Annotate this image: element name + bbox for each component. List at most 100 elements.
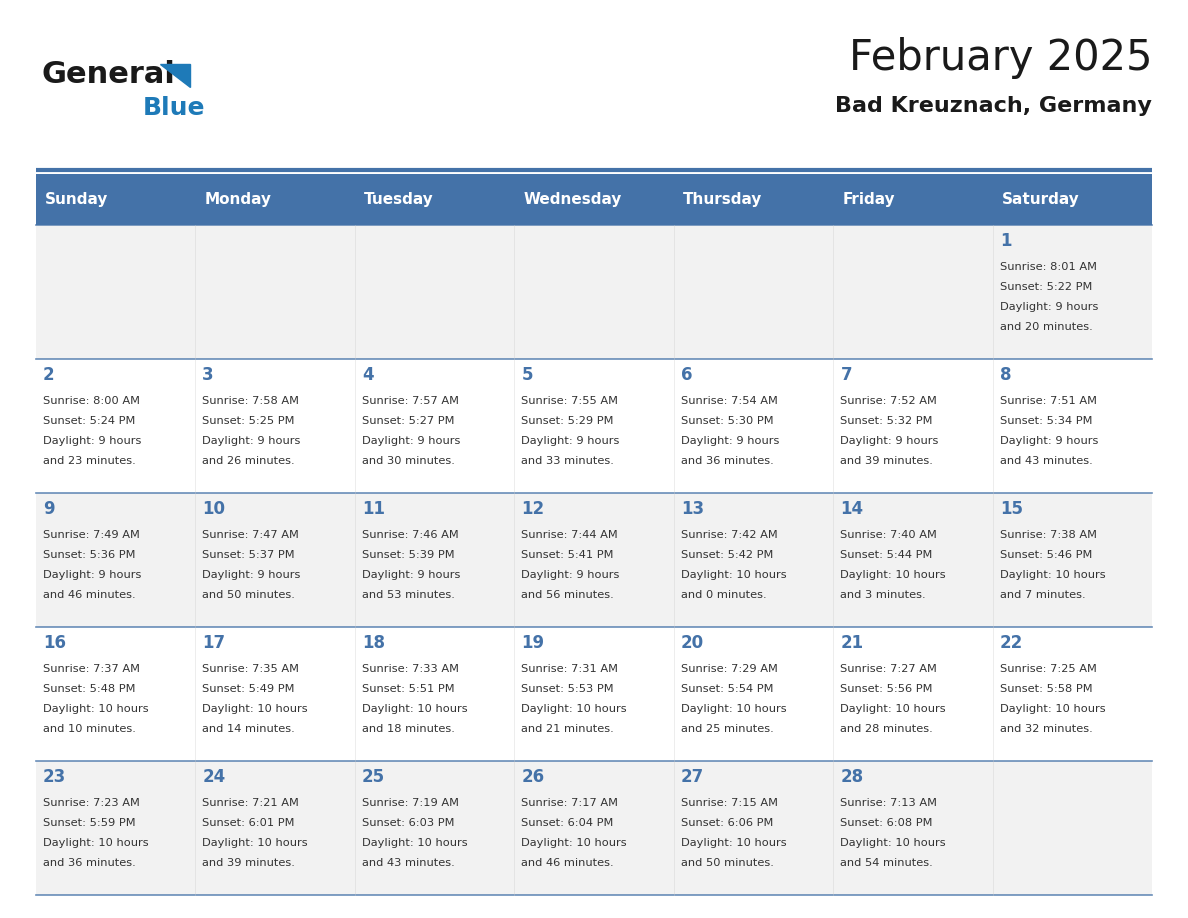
Text: Sunrise: 7:23 AM: Sunrise: 7:23 AM (43, 798, 140, 808)
Text: 4: 4 (362, 366, 373, 385)
Bar (514, 761, 674, 895)
FancyBboxPatch shape (674, 174, 833, 225)
FancyBboxPatch shape (993, 174, 1152, 225)
Text: and 25 minutes.: and 25 minutes. (681, 724, 773, 734)
Text: Sunrise: 7:42 AM: Sunrise: 7:42 AM (681, 530, 778, 540)
Text: Daylight: 10 hours: Daylight: 10 hours (681, 838, 786, 848)
Text: Daylight: 10 hours: Daylight: 10 hours (522, 704, 627, 714)
Text: 17: 17 (202, 634, 226, 653)
Text: and 0 minutes.: and 0 minutes. (681, 590, 766, 600)
Text: and 43 minutes.: and 43 minutes. (362, 858, 455, 868)
Text: Sunrise: 7:33 AM: Sunrise: 7:33 AM (362, 664, 459, 674)
Text: Daylight: 9 hours: Daylight: 9 hours (1000, 302, 1099, 312)
Bar (993, 627, 1152, 761)
Text: 19: 19 (522, 634, 544, 653)
FancyBboxPatch shape (195, 174, 355, 225)
Bar (674, 493, 833, 627)
Text: 21: 21 (840, 634, 864, 653)
Bar (355, 493, 514, 627)
FancyBboxPatch shape (36, 174, 195, 225)
Text: Sunset: 5:29 PM: Sunset: 5:29 PM (522, 416, 614, 426)
Bar (195, 493, 355, 627)
Text: Sunrise: 7:51 AM: Sunrise: 7:51 AM (1000, 396, 1097, 406)
Text: Daylight: 9 hours: Daylight: 9 hours (202, 570, 301, 580)
Text: Sunrise: 7:27 AM: Sunrise: 7:27 AM (840, 664, 937, 674)
Text: and 3 minutes.: and 3 minutes. (840, 590, 927, 600)
Text: Sunrise: 7:19 AM: Sunrise: 7:19 AM (362, 798, 459, 808)
Text: Sunrise: 7:54 AM: Sunrise: 7:54 AM (681, 396, 778, 406)
Text: 15: 15 (1000, 500, 1023, 519)
Text: and 32 minutes.: and 32 minutes. (1000, 724, 1093, 734)
Text: Daylight: 10 hours: Daylight: 10 hours (362, 704, 467, 714)
FancyBboxPatch shape (355, 174, 514, 225)
Bar (993, 761, 1152, 895)
Text: Sunset: 5:42 PM: Sunset: 5:42 PM (681, 550, 773, 560)
Text: Sunrise: 7:17 AM: Sunrise: 7:17 AM (522, 798, 619, 808)
Text: 24: 24 (202, 768, 226, 787)
Bar (674, 761, 833, 895)
Text: 14: 14 (840, 500, 864, 519)
Text: Sunrise: 7:29 AM: Sunrise: 7:29 AM (681, 664, 778, 674)
Text: Sunset: 5:48 PM: Sunset: 5:48 PM (43, 684, 135, 694)
Text: Tuesday: Tuesday (365, 192, 434, 207)
Text: 26: 26 (522, 768, 544, 787)
Text: Sunrise: 7:15 AM: Sunrise: 7:15 AM (681, 798, 778, 808)
Text: 5: 5 (522, 366, 533, 385)
Text: 23: 23 (43, 768, 67, 787)
Bar (514, 225, 674, 359)
Text: Sunrise: 7:25 AM: Sunrise: 7:25 AM (1000, 664, 1097, 674)
Text: and 43 minutes.: and 43 minutes. (1000, 456, 1093, 466)
Bar (355, 359, 514, 493)
Text: General: General (42, 60, 176, 89)
Text: 12: 12 (522, 500, 544, 519)
Text: Sunrise: 8:01 AM: Sunrise: 8:01 AM (1000, 262, 1097, 272)
Bar (514, 627, 674, 761)
Bar (514, 359, 674, 493)
Text: Sunset: 6:01 PM: Sunset: 6:01 PM (202, 818, 295, 828)
Text: Sunset: 5:41 PM: Sunset: 5:41 PM (522, 550, 614, 560)
Text: Sunset: 5:59 PM: Sunset: 5:59 PM (43, 818, 135, 828)
Text: Sunset: 5:22 PM: Sunset: 5:22 PM (1000, 282, 1092, 292)
Text: Sunset: 5:51 PM: Sunset: 5:51 PM (362, 684, 455, 694)
Bar (36, 493, 195, 627)
Text: Sunday: Sunday (45, 192, 108, 207)
Text: and 21 minutes.: and 21 minutes. (522, 724, 614, 734)
Text: Sunset: 5:24 PM: Sunset: 5:24 PM (43, 416, 135, 426)
Text: Sunrise: 7:21 AM: Sunrise: 7:21 AM (202, 798, 299, 808)
Polygon shape (160, 64, 190, 87)
Text: Sunrise: 7:46 AM: Sunrise: 7:46 AM (362, 530, 459, 540)
Bar (993, 225, 1152, 359)
Text: Daylight: 10 hours: Daylight: 10 hours (43, 704, 148, 714)
Text: Bad Kreuznach, Germany: Bad Kreuznach, Germany (835, 96, 1152, 117)
Text: and 36 minutes.: and 36 minutes. (43, 858, 135, 868)
Bar (355, 225, 514, 359)
Text: Sunset: 5:58 PM: Sunset: 5:58 PM (1000, 684, 1093, 694)
Text: Sunset: 6:08 PM: Sunset: 6:08 PM (840, 818, 933, 828)
Text: Daylight: 10 hours: Daylight: 10 hours (362, 838, 467, 848)
Text: Sunset: 5:49 PM: Sunset: 5:49 PM (202, 684, 295, 694)
Text: Sunrise: 7:38 AM: Sunrise: 7:38 AM (1000, 530, 1097, 540)
Text: 7: 7 (840, 366, 852, 385)
Bar (195, 627, 355, 761)
Text: and 14 minutes.: and 14 minutes. (202, 724, 295, 734)
Text: 25: 25 (362, 768, 385, 787)
Text: Monday: Monday (204, 192, 272, 207)
Text: Daylight: 9 hours: Daylight: 9 hours (522, 570, 620, 580)
Text: Sunrise: 7:49 AM: Sunrise: 7:49 AM (43, 530, 140, 540)
Text: and 28 minutes.: and 28 minutes. (840, 724, 934, 734)
Text: and 50 minutes.: and 50 minutes. (202, 590, 295, 600)
Text: and 46 minutes.: and 46 minutes. (43, 590, 135, 600)
Bar (833, 627, 993, 761)
Text: Daylight: 9 hours: Daylight: 9 hours (43, 436, 141, 446)
Text: and 18 minutes.: and 18 minutes. (362, 724, 455, 734)
Text: Sunrise: 7:40 AM: Sunrise: 7:40 AM (840, 530, 937, 540)
Text: Daylight: 10 hours: Daylight: 10 hours (1000, 704, 1106, 714)
Bar (514, 493, 674, 627)
Text: Sunrise: 7:13 AM: Sunrise: 7:13 AM (840, 798, 937, 808)
Bar (833, 225, 993, 359)
Bar (833, 359, 993, 493)
Text: Daylight: 10 hours: Daylight: 10 hours (202, 704, 308, 714)
Text: Sunset: 5:37 PM: Sunset: 5:37 PM (202, 550, 295, 560)
Text: Sunset: 6:06 PM: Sunset: 6:06 PM (681, 818, 773, 828)
Bar (674, 225, 833, 359)
